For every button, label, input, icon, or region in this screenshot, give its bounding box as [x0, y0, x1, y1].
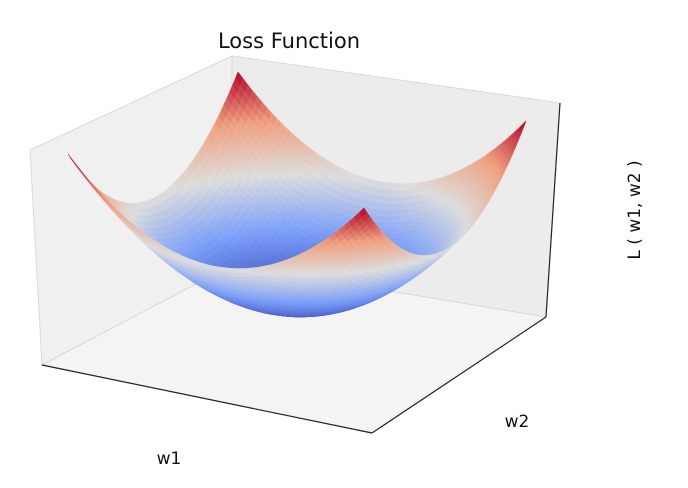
w2-axis-label: w2	[505, 412, 530, 432]
surface-patch	[358, 207, 368, 218]
z-axis-label: L ( w1, w2 )	[625, 160, 645, 259]
loss-surface	[67, 71, 527, 318]
w1-axis-line	[41, 364, 373, 434]
axis-lines	[41, 102, 561, 434]
w1-axis-label: w1	[157, 449, 182, 469]
z-axis-line	[545, 102, 561, 318]
chart-title: Loss Function	[218, 29, 360, 53]
w2-axis-line	[371, 316, 547, 434]
